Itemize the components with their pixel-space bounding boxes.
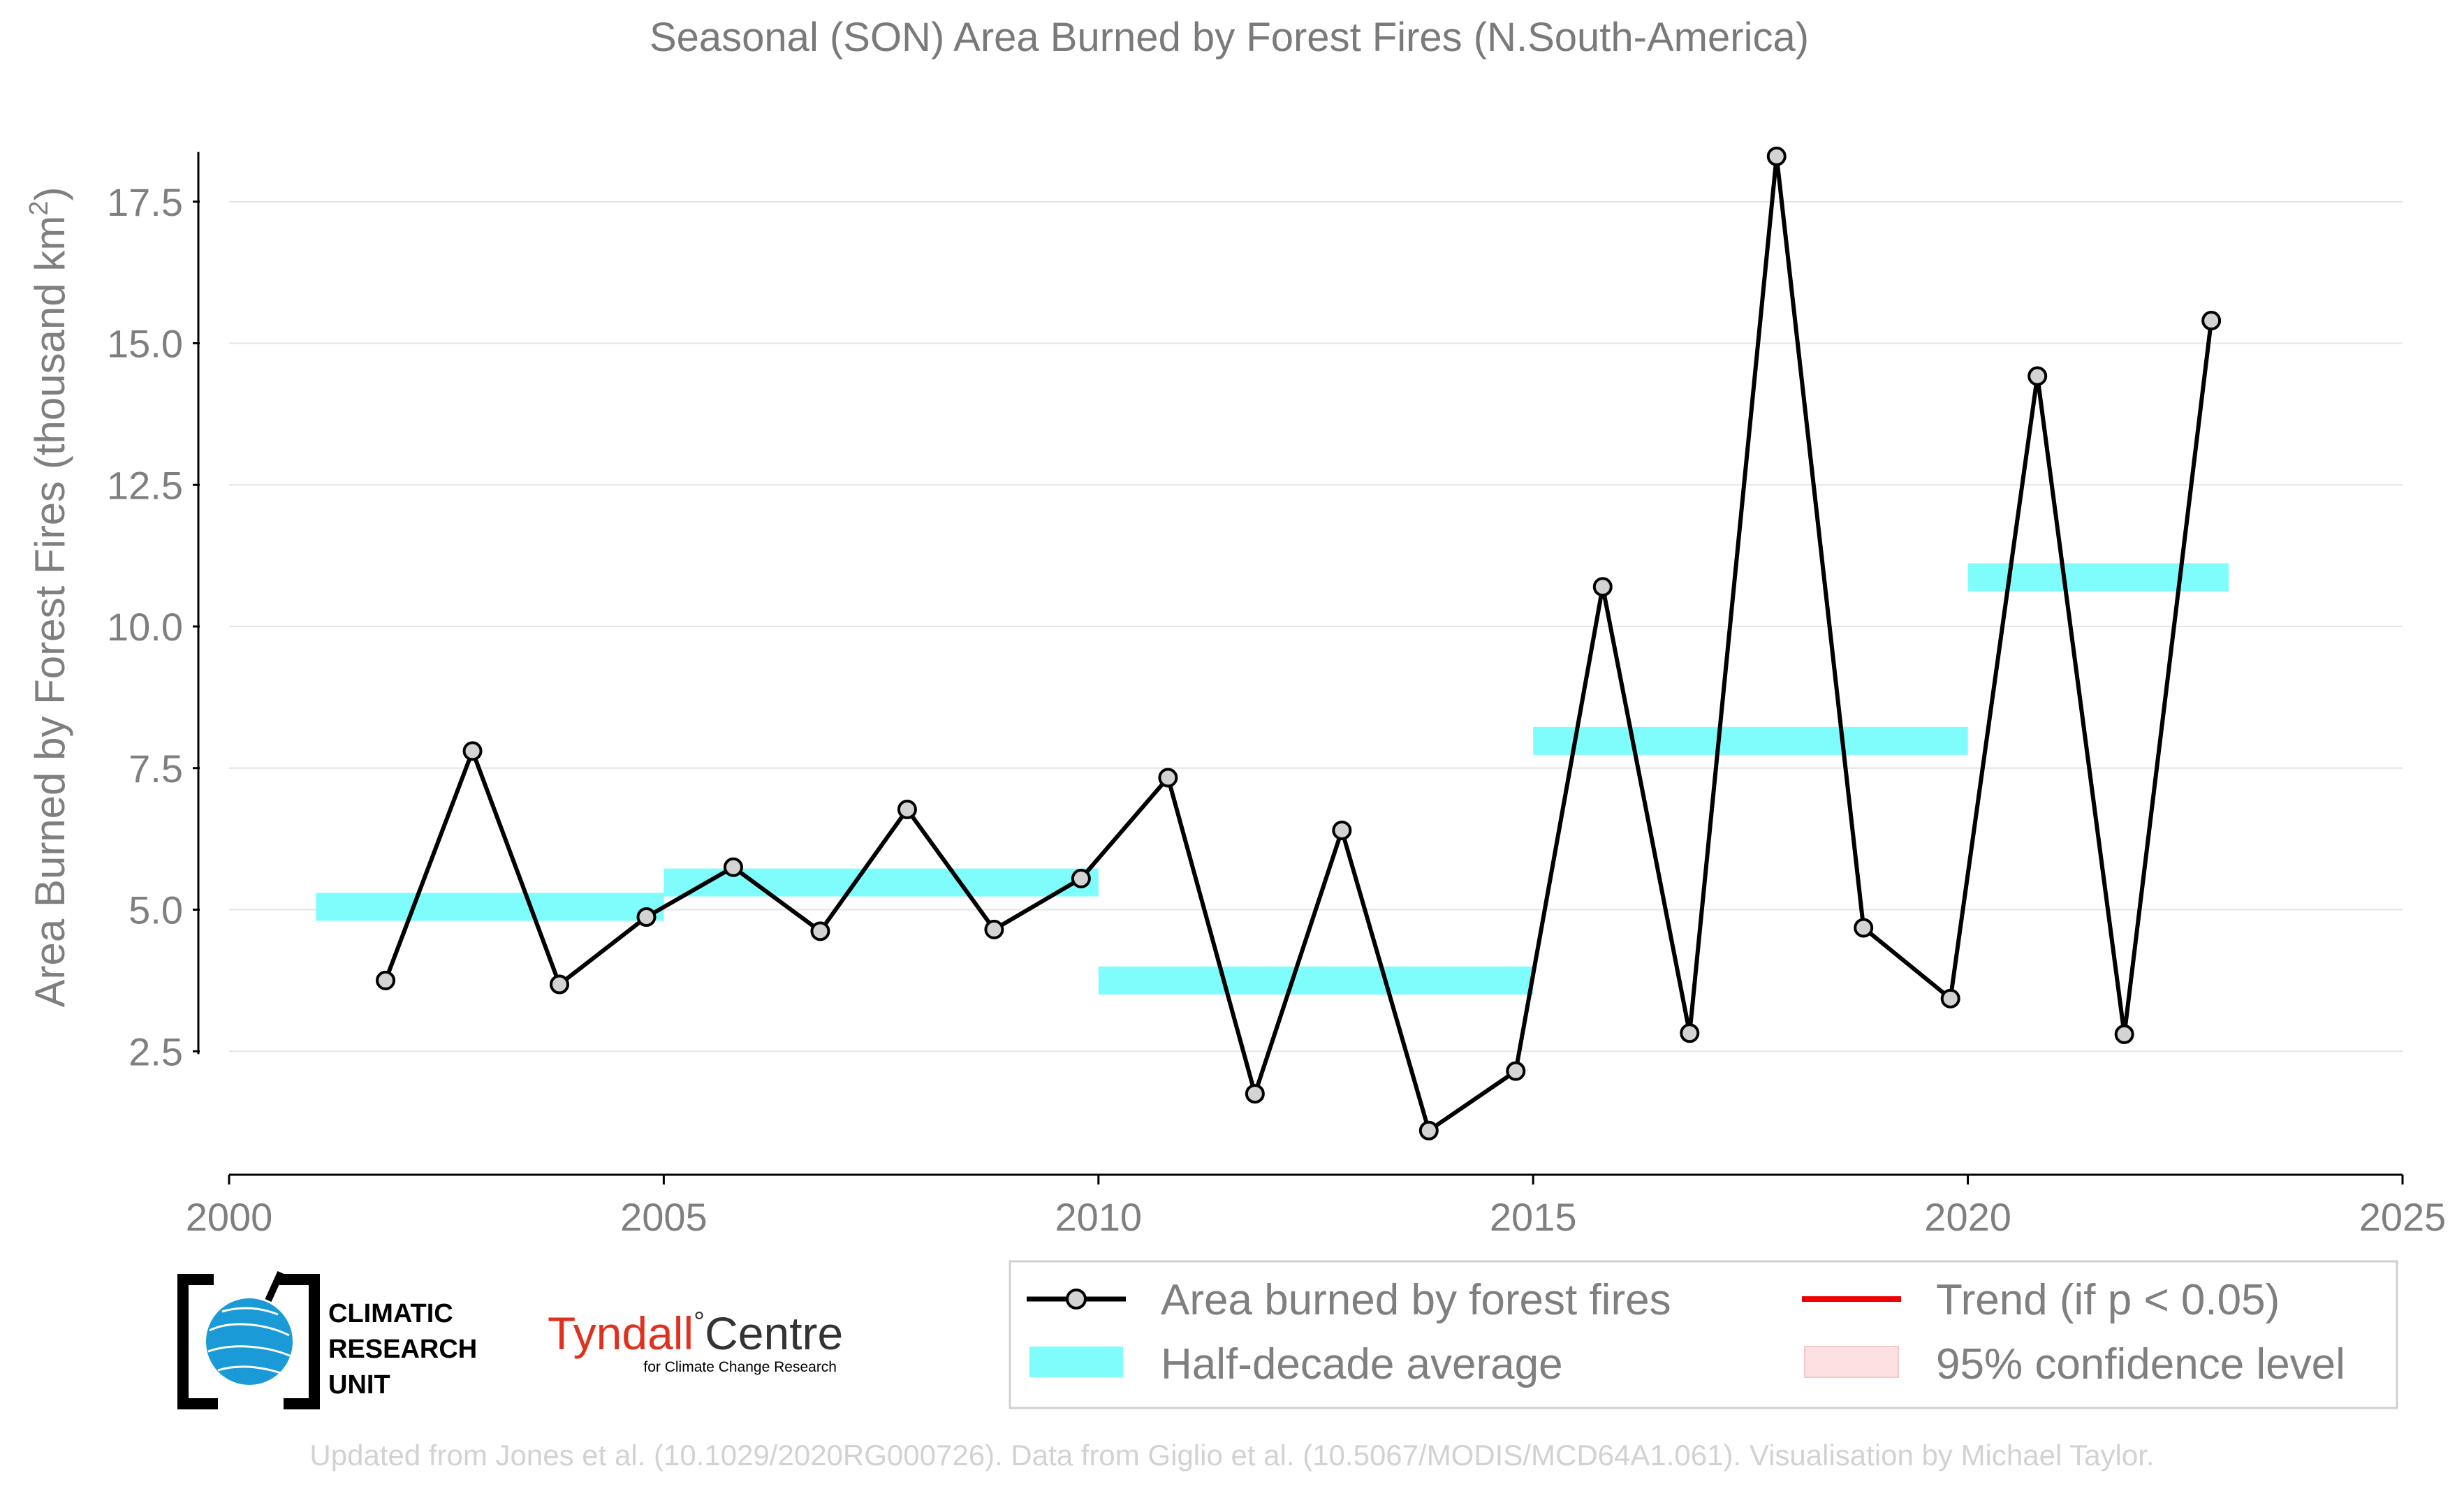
legend-entry-area-burned: Area burned by forest fires	[1027, 1276, 1671, 1324]
area-burned-series	[383, 154, 2214, 1133]
x-tick-label: 2025	[2359, 1195, 2447, 1239]
cru-bracket-notch	[265, 1270, 284, 1303]
area-burned-line	[383, 154, 2214, 1133]
cru-text-line2: RESEARCH	[328, 1335, 477, 1364]
data-point	[810, 921, 830, 941]
y-axis-ticks: 2.5 5.0 7.5 10.0 12.5 15.0 17.5	[107, 180, 200, 1073]
data-point	[723, 857, 743, 877]
half-decade-band	[1098, 966, 1534, 995]
data-point	[1245, 1084, 1265, 1104]
legend-label-confidence: 95% confidence level	[1936, 1340, 2345, 1388]
data-point	[636, 907, 657, 927]
x-tick-label: 2000	[186, 1195, 273, 1239]
data-point	[1940, 988, 1960, 1008]
globe-wave-lines	[207, 1307, 292, 1376]
data-point	[897, 799, 917, 819]
legend-label-trend: Trend (if p < 0.05)	[1936, 1276, 2280, 1324]
x-tick-label: 2005	[620, 1195, 707, 1239]
x-tick-label: 2020	[1924, 1195, 2011, 1239]
data-point	[1158, 768, 1178, 788]
y-tick-label: 17.5	[107, 180, 183, 224]
legend-label-area-burned: Area burned by forest fires	[1161, 1276, 1671, 1324]
data-point	[2114, 1024, 2134, 1044]
globe-icon	[206, 1298, 293, 1385]
cru-logo: CLIMATIC RESEARCH UNIT	[177, 1270, 477, 1409]
data-point	[1592, 577, 1613, 597]
half-decade-band	[316, 893, 664, 921]
x-tick-label: 2010	[1055, 1195, 1143, 1239]
data-point	[1854, 918, 1874, 938]
legend-box	[1009, 1260, 2398, 1409]
tyndall-tagline: for Climate Change Research	[643, 1359, 837, 1375]
cru-text-line3: UNIT	[328, 1370, 390, 1400]
data-point	[376, 970, 396, 990]
legend-half-decade-swatch	[1029, 1347, 1123, 1377]
legend-entry-trend: Trend (if p < 0.05)	[1802, 1276, 2280, 1324]
data-point	[1418, 1120, 1439, 1140]
legend-entry-confidence: 95% confidence level	[1804, 1340, 2345, 1388]
y-tick-label: 12.5	[107, 463, 183, 507]
y-axis-label: Area Burned by Forest Fires (thousand km…	[24, 187, 73, 1008]
cru-text-line1: CLIMATIC	[328, 1299, 453, 1328]
y-tick-label: 2.5	[129, 1029, 183, 1073]
data-point	[1680, 1023, 1700, 1043]
y-tick-label: 7.5	[129, 747, 183, 791]
half-decade-average-bands	[316, 563, 2229, 995]
legend-marker-swatch	[1066, 1289, 1087, 1310]
tyndall-logo: Tyndall°Centre for Climate Change Resear…	[548, 1307, 843, 1375]
cru-bracket-right	[279, 1274, 320, 1409]
y-tick-label: 15.0	[107, 322, 183, 366]
area-burned-markers	[376, 146, 2222, 1140]
axes	[197, 152, 2403, 1176]
data-point	[2027, 366, 2048, 386]
chart-title: Seasonal (SON) Area Burned by Forest Fir…	[650, 15, 1809, 60]
data-point	[550, 974, 570, 995]
legend-entry-half-decade: Half-decade average	[1029, 1340, 1563, 1388]
tyndall-wordmark: Tyndall°Centre	[548, 1307, 843, 1359]
y-tick-label: 5.0	[129, 888, 183, 932]
y-tick-label: 10.0	[107, 605, 183, 649]
data-point	[1766, 146, 1787, 166]
half-decade-band	[1533, 726, 1968, 755]
data-point	[1071, 868, 1091, 888]
data-point	[1506, 1061, 1526, 1081]
legend-label-half-decade: Half-decade average	[1161, 1340, 1563, 1388]
data-point	[1332, 820, 1352, 840]
data-point	[462, 741, 483, 761]
legend: Area burned by forest fires Trend (if p …	[1009, 1260, 2398, 1409]
data-point	[984, 919, 1004, 939]
x-axis-ticks: 2000 2005 2010 2015 2020 2025	[186, 1175, 2447, 1239]
grid	[229, 200, 2403, 1052]
cru-bracket-left	[177, 1274, 218, 1409]
footer-credit: Updated from Jones et al. (10.1029/2020R…	[309, 1439, 2154, 1472]
data-point	[2201, 311, 2222, 331]
legend-confidence-swatch	[1804, 1346, 1899, 1378]
x-tick-label: 2015	[1490, 1195, 1577, 1239]
